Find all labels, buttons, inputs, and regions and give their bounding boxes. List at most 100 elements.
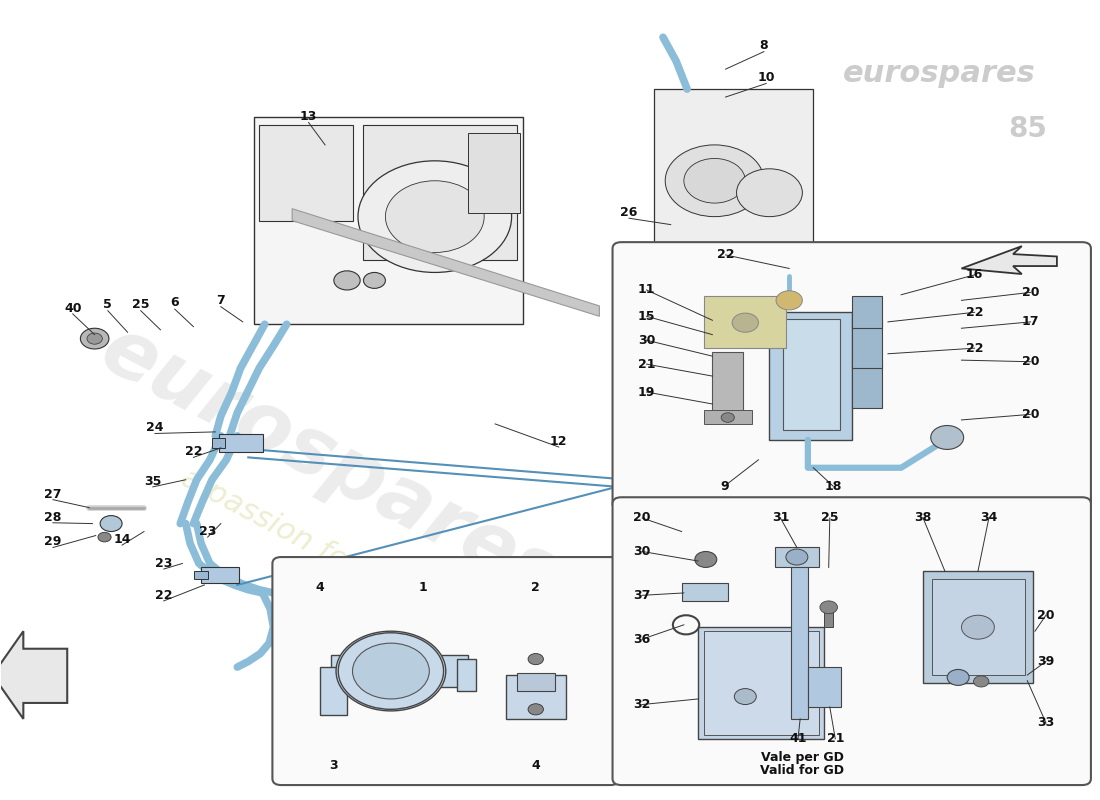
- Circle shape: [737, 169, 802, 217]
- Text: 40: 40: [64, 302, 81, 315]
- Polygon shape: [961, 246, 1057, 274]
- Text: 22: 22: [717, 249, 735, 262]
- Text: 20: 20: [1022, 355, 1040, 368]
- Bar: [704, 410, 752, 424]
- Text: 38: 38: [914, 511, 932, 525]
- Text: 41: 41: [789, 732, 806, 746]
- Text: 22: 22: [185, 446, 202, 458]
- Text: a passion for parts: a passion for parts: [176, 464, 441, 623]
- Circle shape: [820, 601, 837, 614]
- Text: 30: 30: [638, 334, 656, 346]
- Text: 17: 17: [1022, 315, 1040, 328]
- Circle shape: [80, 328, 109, 349]
- Bar: [851, 296, 882, 328]
- Circle shape: [931, 426, 964, 450]
- Text: 16: 16: [966, 268, 983, 282]
- Bar: [704, 296, 785, 348]
- Bar: [791, 559, 807, 719]
- Text: 30: 30: [634, 545, 651, 558]
- Text: 39: 39: [1037, 655, 1055, 668]
- Bar: [320, 667, 346, 715]
- Bar: [713, 352, 744, 416]
- Circle shape: [776, 290, 802, 310]
- Circle shape: [974, 676, 989, 687]
- Text: 36: 36: [634, 633, 651, 646]
- Bar: [219, 434, 263, 452]
- Text: 37: 37: [634, 589, 651, 602]
- Text: 25: 25: [132, 298, 150, 311]
- Text: 5: 5: [103, 298, 112, 311]
- Circle shape: [358, 161, 512, 273]
- Circle shape: [947, 670, 969, 686]
- Text: 35: 35: [144, 475, 162, 488]
- Bar: [201, 567, 240, 583]
- Circle shape: [87, 333, 102, 344]
- Bar: [824, 607, 833, 627]
- Text: 1: 1: [418, 581, 427, 594]
- Polygon shape: [293, 209, 600, 316]
- Bar: [254, 117, 522, 324]
- Polygon shape: [331, 655, 468, 687]
- Circle shape: [352, 643, 429, 699]
- Text: 22: 22: [966, 342, 983, 354]
- Text: 29: 29: [44, 535, 62, 549]
- Text: 25: 25: [821, 511, 838, 525]
- FancyBboxPatch shape: [273, 557, 619, 785]
- Circle shape: [528, 654, 543, 665]
- Text: 2: 2: [531, 581, 540, 594]
- Circle shape: [695, 551, 717, 567]
- Bar: [851, 320, 882, 368]
- Bar: [782, 318, 839, 430]
- Circle shape: [363, 273, 385, 288]
- Circle shape: [735, 689, 757, 705]
- Text: 22: 22: [155, 589, 173, 602]
- Text: 10: 10: [758, 70, 774, 84]
- Text: 34: 34: [980, 511, 998, 525]
- Text: 15: 15: [638, 310, 656, 322]
- Bar: [698, 627, 824, 739]
- Bar: [363, 125, 517, 261]
- Text: 4: 4: [316, 581, 324, 594]
- FancyBboxPatch shape: [613, 498, 1091, 785]
- Text: 20: 20: [634, 511, 651, 525]
- Text: 19: 19: [638, 386, 656, 398]
- Circle shape: [722, 413, 735, 422]
- Bar: [769, 312, 851, 440]
- Text: 27: 27: [44, 487, 62, 501]
- Circle shape: [528, 704, 543, 715]
- Circle shape: [333, 271, 360, 290]
- Text: 32: 32: [634, 698, 651, 711]
- Bar: [774, 547, 818, 567]
- Text: Vale per GD: Vale per GD: [761, 750, 844, 764]
- Text: 23: 23: [155, 557, 173, 570]
- Text: 21: 21: [638, 358, 656, 370]
- Text: 14: 14: [113, 533, 131, 546]
- Circle shape: [733, 313, 759, 332]
- Circle shape: [666, 145, 764, 217]
- Bar: [682, 583, 728, 601]
- Bar: [851, 360, 882, 408]
- Circle shape: [336, 631, 446, 711]
- Text: 4: 4: [531, 758, 540, 772]
- Bar: [807, 667, 840, 707]
- Text: eurospares: eurospares: [843, 58, 1036, 88]
- Text: 3: 3: [330, 758, 338, 772]
- Text: 11: 11: [638, 283, 656, 297]
- Text: 13: 13: [300, 110, 317, 123]
- Text: 20: 20: [1022, 286, 1040, 299]
- Circle shape: [684, 158, 746, 203]
- Bar: [260, 125, 352, 221]
- Text: 31: 31: [772, 511, 789, 525]
- Text: 21: 21: [826, 732, 844, 746]
- Bar: [212, 438, 226, 448]
- Text: 20: 20: [1037, 609, 1055, 622]
- Bar: [654, 89, 813, 245]
- Bar: [195, 571, 208, 579]
- Text: 6: 6: [170, 296, 179, 310]
- Bar: [704, 631, 818, 735]
- Text: 24: 24: [146, 422, 164, 434]
- Bar: [517, 674, 556, 691]
- Text: Valid for GD: Valid for GD: [760, 764, 845, 778]
- Bar: [923, 571, 1033, 683]
- FancyBboxPatch shape: [613, 242, 1091, 510]
